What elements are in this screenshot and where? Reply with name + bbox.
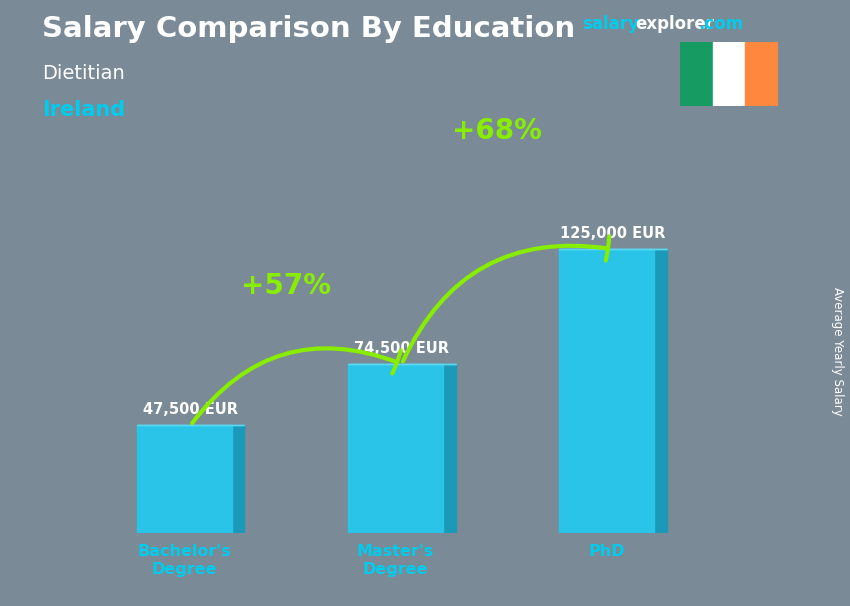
Bar (745, 42, 778, 106)
Text: explorer: explorer (635, 15, 714, 33)
Text: Dietitian: Dietitian (42, 64, 125, 82)
Text: .com: .com (698, 15, 743, 33)
Bar (348, 364, 443, 533)
Bar (680, 42, 712, 106)
Bar (559, 249, 654, 533)
Text: Salary Comparison By Education: Salary Comparison By Education (42, 15, 575, 43)
Text: salary: salary (582, 15, 639, 33)
Text: 74,500 EUR: 74,500 EUR (354, 341, 449, 356)
Text: Average Yearly Salary: Average Yearly Salary (830, 287, 844, 416)
Text: 125,000 EUR: 125,000 EUR (560, 226, 666, 241)
Bar (137, 425, 232, 533)
Bar (712, 42, 745, 106)
Polygon shape (654, 249, 666, 533)
Text: Ireland: Ireland (42, 100, 126, 120)
Text: +57%: +57% (241, 272, 331, 300)
Text: 47,500 EUR: 47,500 EUR (143, 402, 238, 418)
Text: +68%: +68% (452, 117, 541, 145)
Polygon shape (443, 364, 456, 533)
Polygon shape (232, 425, 244, 533)
